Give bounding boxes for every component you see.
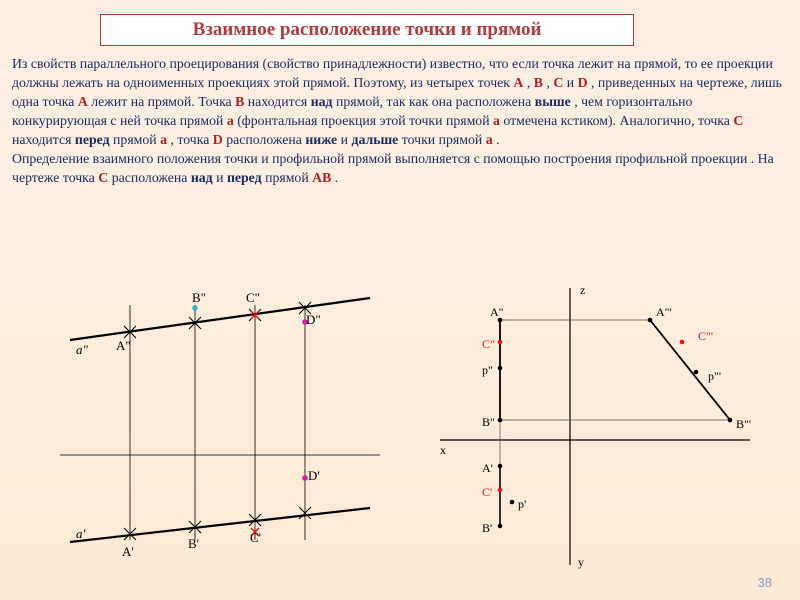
- svg-text:y: y: [578, 555, 584, 569]
- txt: расположена: [226, 132, 305, 147]
- txt: .: [335, 170, 338, 185]
- txt: (фронтальная проекция этой точки прямой: [237, 113, 493, 128]
- svg-text:B': B': [188, 536, 199, 551]
- svg-text:C"': C"': [698, 329, 713, 343]
- svg-text:B": B": [192, 290, 206, 305]
- txt: прямой: [265, 170, 312, 185]
- txt: .: [496, 132, 499, 147]
- pt-C3: С: [98, 170, 108, 185]
- svg-text:B': B': [482, 521, 492, 535]
- svg-text:p': p': [518, 497, 526, 511]
- svg-text:p": p": [482, 363, 493, 377]
- pt-C2: С: [733, 113, 743, 128]
- page-number: 38: [758, 575, 772, 590]
- kw-higher: выше: [535, 94, 571, 109]
- figure-right: z y x A" C" p" B" A"' C"' p"' B"' A' C' p' B': [420, 280, 780, 580]
- kw-farther: дальше: [351, 132, 398, 147]
- txt: находится: [248, 94, 311, 109]
- txt: лежит на прямой. Точка: [91, 94, 235, 109]
- pt-A2: А: [78, 94, 88, 109]
- line-a: а: [486, 132, 493, 147]
- paragraph-2: Определение взаимного положения точки и …: [12, 149, 790, 187]
- kw-over: над: [311, 94, 333, 109]
- txt: и: [567, 75, 578, 90]
- pt-D: D: [578, 75, 588, 90]
- svg-text:C": C": [482, 337, 495, 351]
- svg-text:a': a': [76, 526, 86, 541]
- svg-text:x: x: [440, 443, 446, 457]
- body-text: Из свойств параллельного проецирования (…: [12, 54, 790, 187]
- title-text: Взаимное расположение точки и прямой: [193, 19, 542, 40]
- svg-text:p"': p"': [708, 369, 721, 383]
- txt: прямой: [113, 132, 160, 147]
- svg-text:C": C": [246, 290, 260, 305]
- svg-text:C': C': [250, 530, 261, 545]
- txt: , точка: [170, 132, 212, 147]
- pt-A: А: [513, 75, 523, 90]
- svg-text:D": D": [306, 312, 321, 327]
- line-a: а: [160, 132, 167, 147]
- line-a: а: [493, 113, 500, 128]
- svg-text:A": A": [490, 305, 504, 319]
- txt: и: [341, 132, 352, 147]
- txt: прямой, так как она расположена: [336, 94, 535, 109]
- svg-text:B": B": [482, 415, 495, 429]
- svg-text:B"': B"': [736, 417, 751, 431]
- pt-B2: В: [235, 94, 244, 109]
- paragraph-1: Из свойств параллельного проецирования (…: [12, 54, 790, 149]
- txt: находится: [12, 132, 75, 147]
- svg-text:A"': A"': [656, 305, 672, 319]
- svg-text:z: z: [580, 283, 585, 297]
- txt: ,: [527, 75, 534, 90]
- svg-text:a": a": [76, 342, 89, 357]
- txt: и: [216, 170, 227, 185]
- svg-text:C': C': [482, 485, 492, 499]
- title-box: Взаимное расположение точки и прямой: [100, 14, 634, 46]
- pt-C: С: [553, 75, 563, 90]
- pt-B: В: [534, 75, 543, 90]
- kw-front: перед: [75, 132, 110, 147]
- figures-region: a" a' A" B" C" D" A' B' C' D' z y x A" C" p" B" A"' C"' p"…: [0, 280, 800, 580]
- kw-below: ниже: [305, 132, 337, 147]
- svg-text:A': A': [122, 544, 134, 559]
- kw-over2: над: [191, 170, 213, 185]
- line-a: а: [227, 113, 234, 128]
- svg-text:A": A": [116, 338, 131, 353]
- kw-front2: перед: [227, 170, 262, 185]
- txt: точки прямой: [402, 132, 486, 147]
- txt: расположена: [112, 170, 191, 185]
- svg-text:D': D': [308, 468, 320, 483]
- line-AB: АВ: [312, 170, 331, 185]
- txt: отмечена кстиком). Аналогично, точка: [503, 113, 733, 128]
- svg-text:A': A': [482, 461, 493, 475]
- figure-left: a" a' A" B" C" D" A' B' C' D': [30, 280, 410, 580]
- pt-D2: D: [213, 132, 223, 147]
